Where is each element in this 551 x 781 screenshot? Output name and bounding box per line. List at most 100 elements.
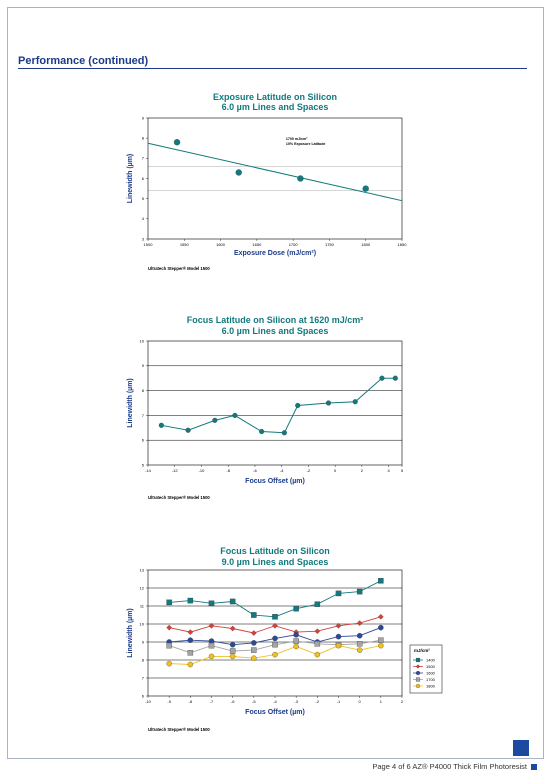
chart3-series-1500-point xyxy=(335,622,342,629)
chart3-xtick-label: -3 xyxy=(294,699,298,704)
chart1-ytick-label: 5 xyxy=(142,196,145,201)
chart3-xtick-label: -6 xyxy=(231,699,235,704)
chart2-xtick-label: -6 xyxy=(253,468,257,473)
chart2-data-point xyxy=(185,427,191,433)
chart1-ytick-label: 9 xyxy=(142,115,145,120)
chart2-data-point xyxy=(281,430,287,436)
chart2-data-point xyxy=(325,400,332,406)
chart3-series-1600-point xyxy=(356,632,363,639)
corner-square xyxy=(513,740,529,756)
chart1-ytick-label: 3 xyxy=(142,236,145,241)
chart1-ylabel: Linewidth (µm) xyxy=(127,154,134,204)
chart3-series-1600-point xyxy=(335,633,342,640)
chart3-series-1500-point xyxy=(229,625,236,632)
chart3-series-1800-point xyxy=(229,653,236,660)
chart2-xtick-label: -10 xyxy=(199,468,206,473)
chart1-xtick-label: 1800 xyxy=(361,242,371,247)
chart2-ytick-label: 6 xyxy=(142,438,145,443)
chart2-xtick-label: 2 xyxy=(361,468,364,473)
chart3-series-1800-point xyxy=(356,647,363,653)
chart1-xtick-label: 1750 xyxy=(325,242,335,247)
chart3-series-1700-point xyxy=(166,642,172,649)
chart3-subtitle: 9.0 µm Lines and Spaces xyxy=(222,557,329,567)
chart3-source-note: Ultratech Stepper® Model 1500 xyxy=(148,727,210,732)
chart3-xtick-label: -5 xyxy=(252,699,256,704)
chart3-xtick-label: -10 xyxy=(145,699,152,704)
chart3-series-1800-point xyxy=(251,655,257,661)
chart3-series-1700-point xyxy=(208,642,215,649)
chart1-data-point xyxy=(362,185,369,192)
chart3-xtick-label: -1 xyxy=(337,699,341,704)
chart2-data-point xyxy=(352,399,358,405)
chart3-series-1600-point xyxy=(272,635,278,642)
chart3-ytick-label: 6 xyxy=(142,693,145,698)
chart2-data-point xyxy=(392,375,398,381)
chart1-annotation-line1: 1700 mJ/cm² xyxy=(286,137,308,141)
footer-square-icon xyxy=(531,764,537,771)
chart3-series-1500-point xyxy=(314,628,321,635)
chart3-series-1700-point xyxy=(272,641,278,648)
chart3-series-1700-point xyxy=(314,641,321,647)
chart3-legend-label-1400: 1400 xyxy=(426,658,436,663)
chart2-plot-area xyxy=(147,340,403,466)
chart3-legend-marker-1800 xyxy=(415,683,421,689)
footer-text: Page 4 of 6 AZ® P4000 Thick Film Photore… xyxy=(372,762,527,771)
chart1-ytick-label: 7 xyxy=(142,156,145,161)
chart3-series-1600-point xyxy=(187,637,194,643)
chart3-series-1600-point xyxy=(378,624,384,631)
chart3-series-1600-point xyxy=(251,640,257,646)
chart3-series-1800-point xyxy=(187,661,194,668)
chart2-series-line xyxy=(161,377,396,434)
chart3-series-1400-point xyxy=(229,598,236,605)
chart3-series-1800-point xyxy=(166,660,172,667)
chart2-xlabel: Focus Offset (µm) xyxy=(245,478,305,485)
chart3-ytick-label: 9 xyxy=(142,639,145,644)
chart2-xtick-label: -12 xyxy=(172,468,179,473)
chart1-xtick-label: 1700 xyxy=(289,242,299,247)
chart3-legend-label-1700: 1700 xyxy=(426,677,436,682)
chart3-legend-label-1500: 1500 xyxy=(426,664,436,669)
chart3-legend-label-1600: 1600 xyxy=(426,671,436,676)
chart3-xtick-label: -4 xyxy=(273,699,277,704)
chart3-series-1400-point xyxy=(208,600,215,607)
chart3-xtick-label: -2 xyxy=(316,699,320,704)
chart3-series-1800-point xyxy=(293,643,299,650)
chart2-xtick-label: -2 xyxy=(307,468,311,473)
chart3-legend-title: mJ/cm² xyxy=(414,648,430,653)
chart1-xtick-label: 1500 xyxy=(144,242,154,247)
chart3-series-1800-point xyxy=(208,653,215,660)
chart2-title: Focus Latitude on Silicon at 1620 mJ/cm² xyxy=(187,315,364,325)
chart2-data-point xyxy=(212,417,218,423)
chart1-xtick-label: 1850 xyxy=(398,242,408,247)
chart3-legend-marker-1500 xyxy=(415,664,421,669)
chart2-data-point xyxy=(158,422,164,428)
chart3-series-1500-point xyxy=(251,630,257,636)
chart3-series-1500-point xyxy=(378,613,384,620)
chart3-series-1500-point xyxy=(187,629,194,635)
chart3-xtick-label: -9 xyxy=(167,699,171,704)
chart3-series-1400-point xyxy=(335,590,342,597)
chart2-ytick-label: 10 xyxy=(140,338,145,343)
chart3-series-1400-point xyxy=(272,614,278,620)
chart1-data-point xyxy=(173,139,181,146)
chart3-legend-box xyxy=(409,644,443,694)
chart3-series-1400-point xyxy=(378,578,384,584)
chart3-series-1400-point xyxy=(293,605,299,612)
chart3-ytick-label: 10 xyxy=(140,621,145,626)
chart3-series-1400-point xyxy=(187,597,194,604)
chart1-data-point xyxy=(235,169,242,176)
chart3-series-1600-point xyxy=(229,641,236,648)
chart3-xtick-label: 0 xyxy=(359,699,362,704)
chart1-plot-area xyxy=(147,117,403,240)
chart2-xtick-label: 4 xyxy=(388,468,391,473)
chart2-subtitle: 6.0 µm Lines and Spaces xyxy=(222,326,329,336)
chart1-ytick-label: 6 xyxy=(142,176,145,181)
chart3-series-1800-point xyxy=(272,651,278,658)
chart3-legend-label-1800: 1800 xyxy=(426,684,436,689)
chart3-xlabel: Focus Offset (µm) xyxy=(245,709,305,716)
chart3-xtick-label: 1 xyxy=(380,699,383,704)
chart3-series-1700-point xyxy=(378,637,384,643)
chart1-trendline xyxy=(147,142,403,202)
chart3-series-1500-point xyxy=(208,622,215,629)
